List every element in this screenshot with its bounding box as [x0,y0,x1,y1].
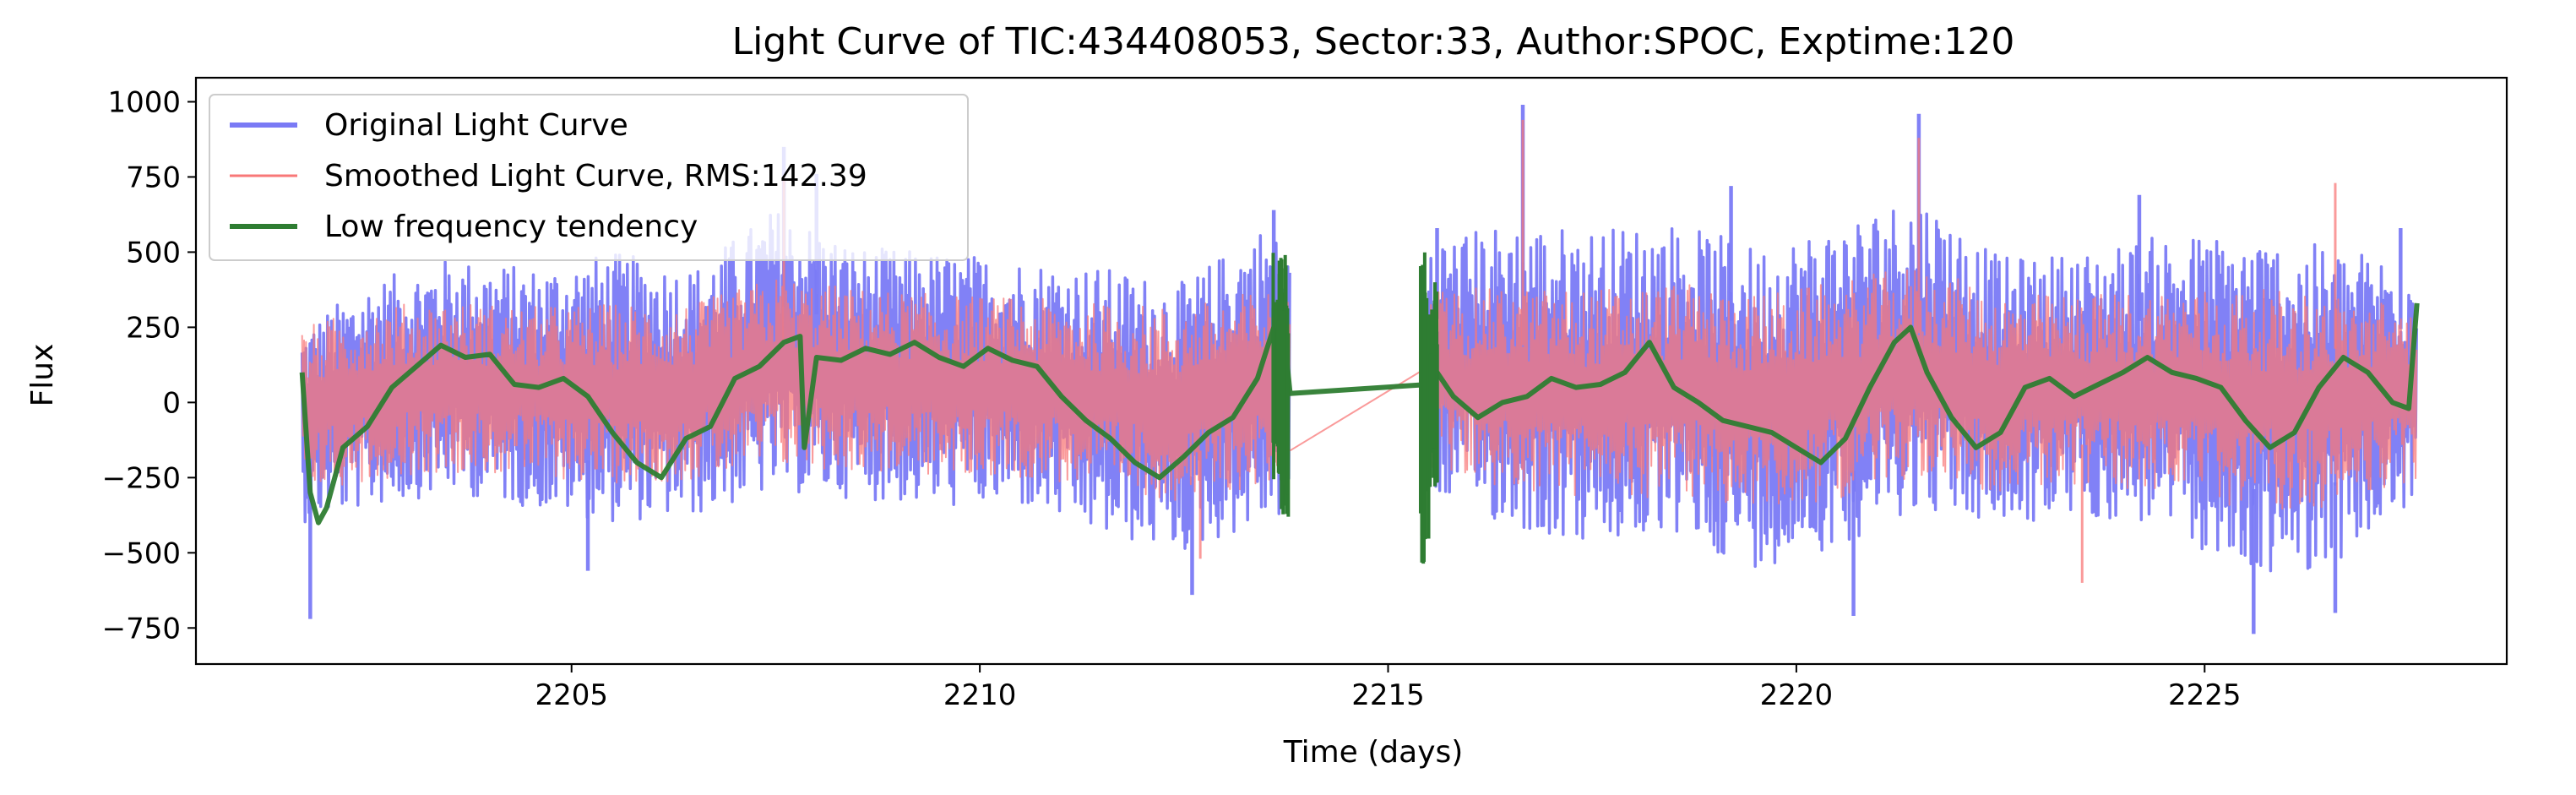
series-line-segment [1427,210,2419,573]
y-axis-label: Flux [25,344,60,407]
legend-label-smoothed: Smoothed Light Curve, RMS:142.39 [324,159,867,193]
y-tick-label: 500 [126,236,181,270]
legend-label-original: Original Light Curve [324,108,628,143]
x-tick-label: 2215 [1351,678,1425,712]
y-tick-label: 1000 [107,85,181,119]
plot-frame [194,76,2508,666]
y-tick-label: 0 [162,386,181,420]
gap-bridge-line [1289,365,1430,452]
x-tick-label: 2225 [2168,678,2242,712]
y-tick-label: −250 [102,461,181,495]
legend-box [209,94,969,261]
y-tick-label: −500 [102,536,181,570]
y-tick-label: −750 [102,612,181,645]
series-line-segment [301,279,1291,501]
y-axis: −750 −500 −250 0 250 500 750 1000 [102,85,196,645]
x-tick-label: 2205 [535,678,608,712]
x-tick-label: 2220 [1760,678,1834,712]
chart-title: Light Curve of TIC:434408053, Sector:33,… [732,20,2015,63]
x-tick-label: 2210 [943,678,1017,712]
x-axis-label: Time (days) [1283,735,1464,770]
legend-label-trend: Low frequency tendency [324,210,698,244]
series-low-frequency-tendency [299,252,2420,564]
y-tick-label: 750 [126,161,181,194]
y-tick-label: 250 [126,311,181,345]
legend: Original Light Curve Smoothed Light Curv… [209,94,969,261]
series-line-segment [300,213,1291,550]
series-line-segment [1427,269,2418,510]
x-axis: 2205 2210 2215 2220 2225 [535,664,2242,712]
